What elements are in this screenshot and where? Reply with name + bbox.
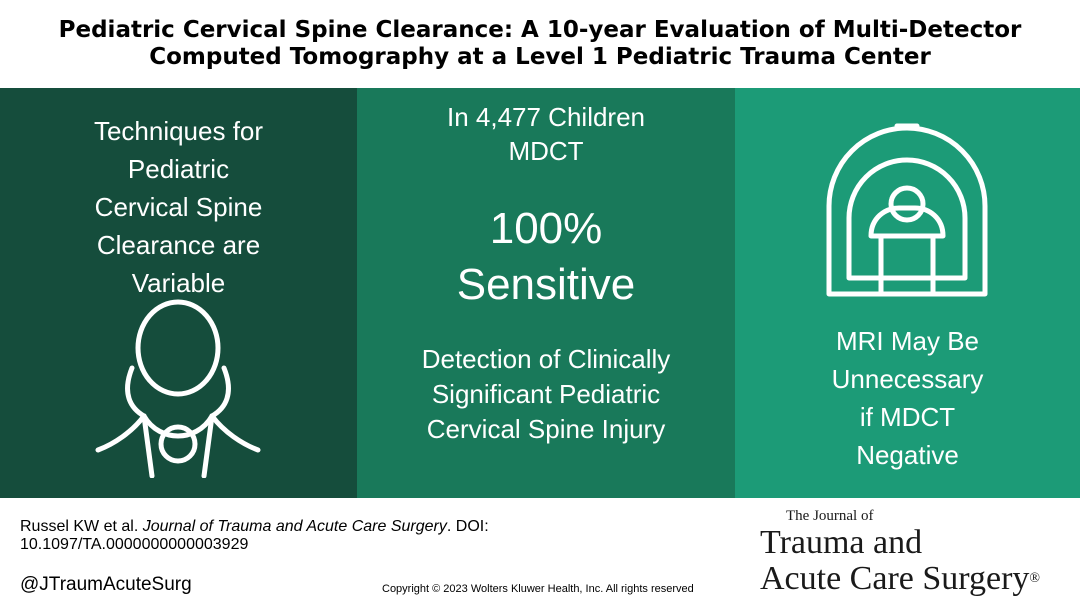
- panel-sensitivity: In 4,477 Children MDCT 100% Sensitive De…: [357, 88, 735, 498]
- sensitivity-value: 100%: [489, 204, 603, 253]
- panel-techniques-text: Techniques for Pediatric Cervical Spine …: [40, 112, 317, 302]
- twitter-handle: @JTraumAcuteSurg: [20, 574, 192, 595]
- title-line-1: Pediatric Cervical Spine Clearance: A 10…: [58, 17, 1022, 43]
- panels: Techniques for Pediatric Cervical Spine …: [0, 88, 1080, 498]
- cohort-text: In 4,477 Children MDCT: [357, 100, 735, 168]
- citation: Russel KW et al. Journal of Trauma and A…: [20, 518, 490, 554]
- panel-techniques: Techniques for Pediatric Cervical Spine …: [0, 88, 357, 498]
- text-line: Unnecessary: [831, 364, 984, 394]
- text-line: In 4,477 Children: [446, 102, 646, 132]
- mri-text: MRI May Be Unnecessary if MDCT Negative: [775, 322, 1040, 474]
- title-line-2: Computed Tomography at a Level 1 Pediatr…: [149, 44, 931, 70]
- panel-mri: MRI May Be Unnecessary if MDCT Negative: [735, 88, 1080, 498]
- cervical-collar-icon: [95, 299, 261, 478]
- text-line: Clearance are: [96, 230, 261, 260]
- logo-line-2: Acute Care Surgery®: [760, 560, 1040, 598]
- copyright-notice: Copyright © 2023 Wolters Kluwer Health, …: [382, 583, 694, 595]
- ct-scanner-icon: [826, 123, 988, 297]
- text-line: Techniques for: [93, 116, 264, 146]
- text-line: Negative: [856, 440, 959, 470]
- text-line: MDCT: [508, 136, 584, 166]
- detection-text: Detection of Clinically Significant Pedi…: [357, 342, 735, 447]
- logo-small-text: The Journal of: [786, 508, 874, 524]
- text-line: Variable: [131, 268, 226, 298]
- citation-authors: Russel KW et al.: [20, 518, 139, 535]
- citation-doi: . DOI: 10.1097/TA.0000000000003929: [20, 518, 489, 553]
- journal-logo: The Journal of Trauma and Acute Care Sur…: [760, 506, 1070, 606]
- logo-line-2-text: Acute Care Surgery: [760, 560, 1030, 597]
- citation-journal: Journal of Trauma and Acute Care Surgery: [142, 518, 447, 535]
- text-line: Pediatric: [127, 154, 230, 184]
- infographic-title: Pediatric Cervical Spine Clearance: A 10…: [0, 0, 1080, 88]
- text-line: if MDCT: [859, 402, 956, 432]
- text-line: Detection of Clinically: [421, 344, 671, 374]
- logo-line-1: Trauma and: [760, 524, 923, 561]
- text-line: Significant Pediatric: [431, 379, 661, 409]
- registered-mark: ®: [1029, 571, 1041, 586]
- text-line: MRI May Be: [835, 326, 980, 356]
- text-line: Cervical Spine: [94, 192, 263, 222]
- sensitivity-label: Sensitive: [456, 260, 636, 309]
- text-line: Cervical Spine Injury: [426, 414, 666, 444]
